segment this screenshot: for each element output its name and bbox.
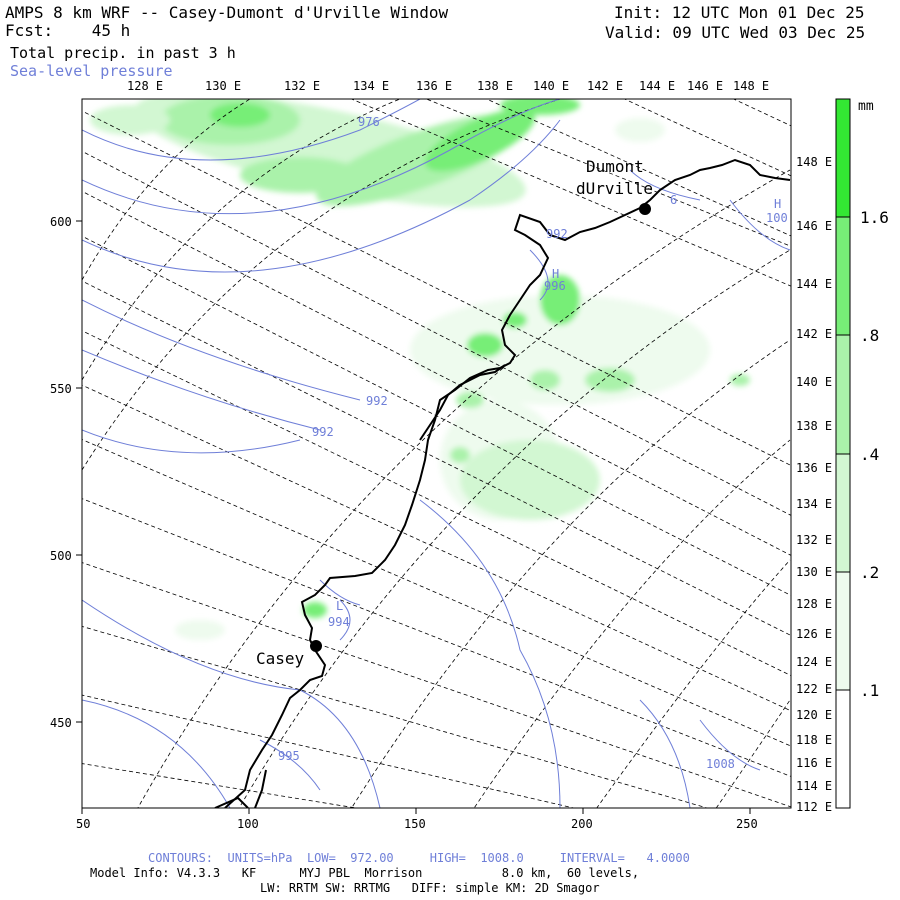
y-tick-label: 600 xyxy=(50,215,72,229)
right-lon-label: 132 E xyxy=(796,533,832,547)
right-longitude-labels: 148 E 146 E 144 E 142 E 140 E 138 E 136 … xyxy=(796,155,832,814)
right-lon-label: 130 E xyxy=(796,565,832,579)
colorbar-label: 1.6 xyxy=(860,208,889,227)
colorbar-label: .8 xyxy=(860,326,879,345)
top-lon-label: 144 E xyxy=(639,79,675,93)
colorbar-label: .4 xyxy=(860,445,879,464)
top-lon-label: 142 E xyxy=(587,79,623,93)
pressure-high-mark: H xyxy=(774,197,781,211)
contour-label: 995 xyxy=(278,749,300,763)
x-tick-label: 150 xyxy=(404,817,426,831)
valid-time: Valid: 09 UTC Wed 03 Dec 25 xyxy=(605,23,866,42)
right-lon-label: 136 E xyxy=(796,461,832,475)
field-description: Total precip. in past 3 h xyxy=(10,44,236,62)
right-lon-label: 118 E xyxy=(796,733,832,747)
axis-ticks xyxy=(76,220,751,814)
y-tick-label: 450 xyxy=(50,716,72,730)
top-lon-label: 136 E xyxy=(416,79,452,93)
contour-label: 996 xyxy=(544,279,566,293)
contour-label: 994 xyxy=(328,615,350,629)
station-label-durville: dUrville xyxy=(576,179,653,198)
contour-label: 992 xyxy=(366,394,388,408)
right-lon-label: 138 E xyxy=(796,419,832,433)
colorbar-label: .1 xyxy=(860,681,879,700)
contour-label: 992 xyxy=(546,227,568,241)
overlay-description: Sea-level pressure xyxy=(10,62,173,80)
right-lon-label: 120 E xyxy=(796,708,832,722)
station-casey-marker xyxy=(310,640,322,652)
contour-labels: 976 992 992 992 996 994 995 1008 100 6 H… xyxy=(278,115,788,771)
map-title: AMPS 8 km WRF -- Casey-Dumont d'Urville … xyxy=(5,3,449,22)
top-lon-label: 128 E xyxy=(127,79,163,93)
station-dumont-durville-marker xyxy=(639,203,651,215)
x-tick-label: 50 xyxy=(76,817,90,831)
top-lon-label: 140 E xyxy=(533,79,569,93)
right-lon-label: 140 E xyxy=(796,375,832,389)
contour-info: CONTOURS: UNITS=hPa LOW= 972.00 HIGH= 10… xyxy=(148,851,690,865)
contour-label: 992 xyxy=(312,425,334,439)
right-lon-label: 122 E xyxy=(796,682,832,696)
top-longitude-labels: 128 E 130 E 132 E 134 E 136 E 138 E 140 … xyxy=(127,79,769,93)
pressure-high-mark: H xyxy=(552,267,559,281)
top-lon-label: 146 E xyxy=(687,79,723,93)
contour-label: 100 xyxy=(766,211,788,225)
pressure-low-mark: L xyxy=(336,599,343,613)
colorbar-unit: mm xyxy=(858,99,874,114)
model-info: Model Info: V4.3.3 KF MYJ PBL Morrison 8… xyxy=(90,866,640,880)
top-lon-label: 130 E xyxy=(205,79,241,93)
map-frame xyxy=(81,98,792,809)
colorbar-segment xyxy=(836,335,850,454)
x-tick-label: 250 xyxy=(736,817,758,831)
colorbar: mm 1.6 .8 .4 .2 .1 xyxy=(835,98,889,809)
forecast-value: 45 h xyxy=(91,21,131,40)
physics-info: LW: RRTM SW: RRTMG DIFF: simple KM: 2D S… xyxy=(260,881,600,895)
station-label-dumont: Dumont xyxy=(586,157,644,176)
colorbar-segment xyxy=(836,217,850,335)
y-tick-label: 500 xyxy=(50,549,72,563)
station-label-casey: Casey xyxy=(256,649,305,668)
right-lon-label: 134 E xyxy=(796,497,832,511)
contour-label: 6 xyxy=(670,193,677,207)
forecast-label: Fcst: xyxy=(5,21,54,40)
right-lon-label: 146 E xyxy=(796,219,832,233)
forecast-hour: Fcst: 45 h xyxy=(5,22,130,40)
x-tick-label: 200 xyxy=(571,817,593,831)
init-time: Init: 12 UTC Mon 01 Dec 25 xyxy=(614,3,865,22)
right-lon-label: 112 E xyxy=(796,800,832,814)
right-lon-label: 126 E xyxy=(796,627,832,641)
top-lon-label: 148 E xyxy=(733,79,769,93)
colorbar-segment xyxy=(836,99,850,217)
x-tick-label: 100 xyxy=(237,817,259,831)
top-lon-label: 134 E xyxy=(353,79,389,93)
right-lon-label: 116 E xyxy=(796,756,832,770)
colorbar-segment xyxy=(836,454,850,572)
map-plot-area xyxy=(82,99,791,808)
right-lon-label: 114 E xyxy=(796,779,832,793)
right-lon-label: 144 E xyxy=(796,277,832,291)
colorbar-segment xyxy=(836,572,850,690)
right-lon-label: 142 E xyxy=(796,327,832,341)
contour-label: 976 xyxy=(358,115,380,129)
contour-label: 1008 xyxy=(706,757,735,771)
colorbar-segment xyxy=(836,690,850,808)
right-lon-label: 148 E xyxy=(796,155,832,169)
y-tick-label: 550 xyxy=(50,382,72,396)
top-lon-label: 138 E xyxy=(477,79,513,93)
lonlat-grid xyxy=(82,99,791,808)
precip-shading xyxy=(90,99,750,640)
right-lon-label: 128 E xyxy=(796,597,832,611)
right-lon-label: 124 E xyxy=(796,655,832,669)
pressure-contours xyxy=(82,99,791,808)
top-lon-label: 132 E xyxy=(284,79,320,93)
colorbar-label: .2 xyxy=(860,563,879,582)
grid-axis-labels: 50 100 150 200 250 600 550 500 450 xyxy=(50,215,758,831)
